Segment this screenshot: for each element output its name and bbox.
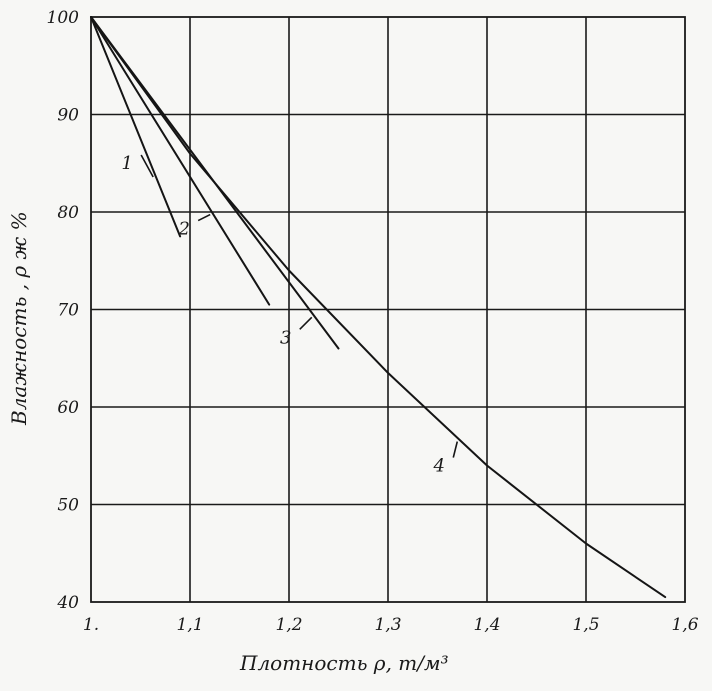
curve-leader-1: [140, 154, 154, 178]
curve-leader-4: [452, 441, 459, 458]
curve-leader-2: [197, 213, 211, 222]
curve-label-3: 3: [280, 327, 291, 348]
x-axis-title: Плотность ρ, т/м³: [239, 651, 449, 675]
grid: [91, 17, 685, 602]
curve-label-2: 2: [177, 219, 189, 240]
x-tick-label: 1,2: [275, 615, 302, 635]
x-tick-label: 1,1: [176, 615, 203, 635]
y-axis-title: Влажность , ρ ж %: [7, 211, 31, 426]
y-tick-label: 80: [57, 203, 79, 223]
series-layer: [90, 16, 667, 599]
y-tick-label: 50: [57, 496, 79, 516]
series-line-2: [90, 16, 271, 306]
x-tick-label: 1.: [83, 615, 99, 635]
x-tick-labels: 1. 1,1 1,2 1,3 1,4 1,5 1,6: [83, 615, 699, 635]
y-tick-label: 70: [57, 301, 79, 321]
x-tick-label: 1,4: [473, 615, 500, 635]
y-tick-label: 40: [56, 593, 79, 613]
curve-label-1: 1: [121, 153, 132, 174]
curve-leader-3: [299, 316, 313, 330]
series-line-4: [90, 16, 667, 599]
series-line-1: [90, 16, 182, 238]
curve-labels: 1 2 3 4: [121, 153, 459, 477]
y-tick-labels: 40 50 60 70 80 90 100: [47, 8, 80, 613]
x-tick-label: 1,3: [374, 615, 401, 635]
y-tick-label: 100: [47, 8, 80, 28]
y-tick-label: 90: [57, 106, 79, 126]
plot-frame: [90, 16, 686, 603]
y-tick-label: 60: [57, 398, 79, 418]
x-tick-label: 1,6: [671, 615, 698, 635]
x-tick-label: 1,5: [572, 615, 599, 635]
curve-label-4: 4: [433, 456, 445, 477]
